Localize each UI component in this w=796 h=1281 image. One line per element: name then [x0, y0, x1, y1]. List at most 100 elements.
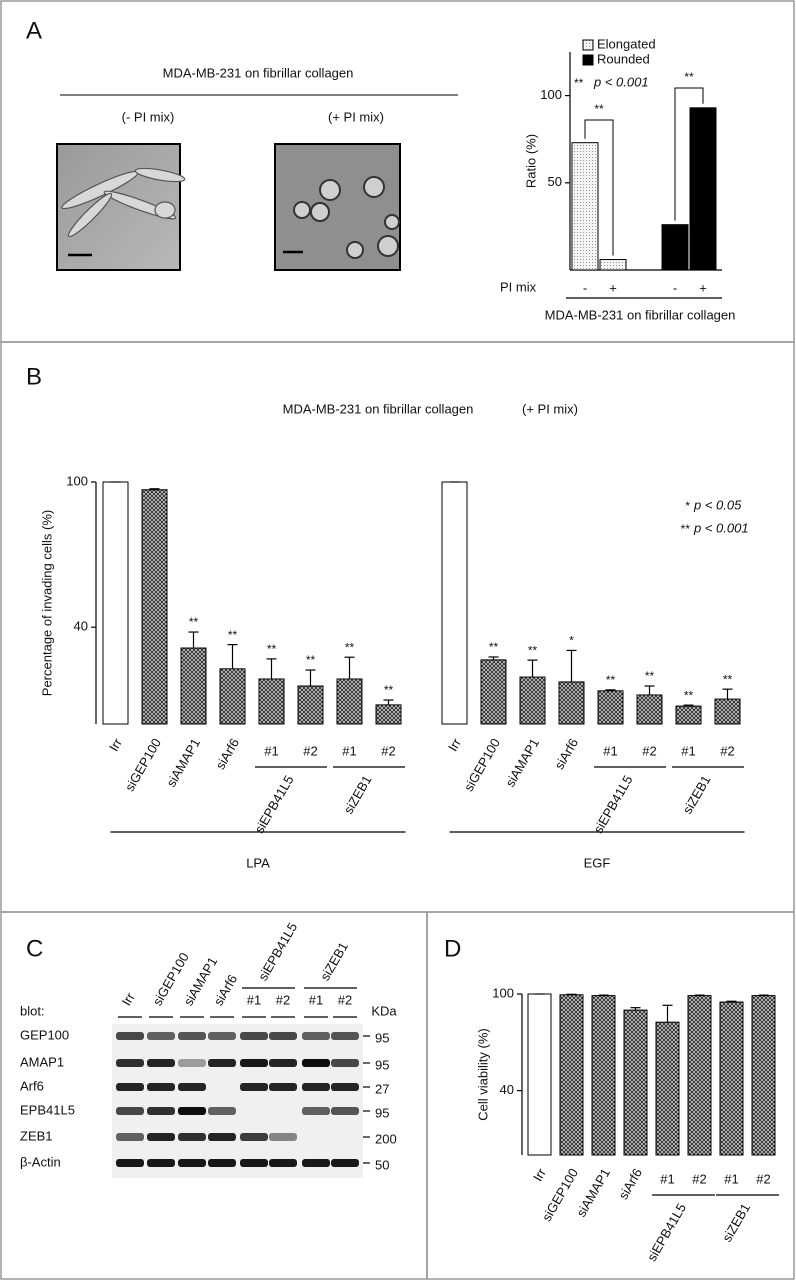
bar	[336, 678, 363, 725]
blot-band	[302, 1159, 330, 1167]
x-tick-label: Irr	[106, 735, 125, 754]
bar	[655, 1021, 680, 1156]
note-text: p < 0.05	[693, 497, 742, 512]
bar	[687, 995, 712, 1156]
y-tick-label: 50	[548, 174, 562, 189]
y-axis-label: Cell viability (%)	[475, 1028, 490, 1120]
x-tick-label: -	[673, 280, 677, 295]
note-text: p < 0.001	[593, 74, 649, 89]
lane-label: #2	[276, 992, 290, 1007]
blot-band	[208, 1032, 236, 1040]
bar	[375, 704, 402, 725]
bar	[527, 993, 552, 1156]
significance: **	[306, 653, 316, 667]
x-tick-label: +	[699, 280, 707, 295]
subgroup-label: siZEB1	[719, 1201, 753, 1245]
blot-band	[178, 1159, 206, 1167]
bar	[751, 995, 776, 1156]
micrograph	[274, 143, 401, 271]
bar	[661, 224, 689, 271]
y-axis-label: Ratio (%)	[523, 134, 538, 188]
significance-bracket	[584, 119, 614, 256]
note-stars: **	[574, 76, 584, 90]
subgroup-label: siEPB41L5	[251, 773, 296, 836]
lane-label: Irr	[119, 990, 138, 1009]
bar	[480, 659, 507, 725]
lane-group-label: siEPB41L5	[255, 920, 300, 983]
x-tick-label: #1	[342, 743, 356, 758]
protein-label: AMAP1	[20, 1054, 64, 1069]
x-tick-label: siArf6	[615, 1166, 645, 1202]
panel-label: C	[26, 935, 43, 962]
chart-title: MDA-MB-231 on fibrillar collagen	[283, 401, 474, 416]
x-tick-label: siAMAP1	[502, 736, 542, 790]
kda-label: 95	[375, 1057, 389, 1072]
note-stars: *	[685, 499, 690, 513]
bar	[441, 481, 468, 725]
panel-label: D	[444, 935, 461, 962]
x-tick-label: #2	[692, 1171, 706, 1186]
lane-label: #2	[338, 992, 352, 1007]
x-tick-label: #2	[381, 743, 395, 758]
blot-band	[269, 1159, 297, 1167]
x-tick-label: #1	[681, 743, 695, 758]
lane-label: #1	[309, 992, 323, 1007]
bar	[297, 685, 324, 725]
x-tick-label: Irr	[530, 1165, 549, 1184]
bar	[571, 142, 599, 271]
subgroup-label: siEPB41L5	[644, 1201, 689, 1264]
x-tick-label: siGEP100	[122, 736, 164, 794]
blot-band	[302, 1083, 330, 1091]
kda-label: 95	[375, 1030, 389, 1045]
blot-band	[116, 1133, 144, 1141]
protein-label: β-Actin	[20, 1154, 61, 1169]
legend-swatch	[582, 39, 594, 51]
protein-label: GEP100	[20, 1027, 69, 1042]
blot-band	[116, 1159, 144, 1167]
micrograph-title: MDA-MB-231 on fibrillar collagen	[163, 65, 354, 80]
blot-band	[208, 1107, 236, 1115]
blot-band	[178, 1059, 206, 1067]
bar	[219, 668, 246, 725]
blot-band	[147, 1107, 175, 1115]
blot-band	[147, 1133, 175, 1141]
blot-membrane	[112, 1024, 363, 1178]
x-tick-label: siAMAP1	[163, 736, 203, 790]
legend-swatch	[582, 54, 594, 66]
significance: **	[606, 673, 616, 687]
micrograph	[56, 143, 186, 271]
blot-band	[116, 1107, 144, 1115]
kda-label: 200	[375, 1131, 397, 1146]
significance: **	[189, 615, 199, 629]
bar	[689, 107, 717, 271]
lane-label: siArf6	[211, 972, 241, 1008]
bar	[180, 647, 207, 725]
blot-band	[240, 1159, 268, 1167]
subgroup-label: siZEB1	[680, 773, 714, 817]
blot-band	[147, 1032, 175, 1040]
x-tick-label: #1	[660, 1171, 674, 1186]
x-tick-label: #2	[720, 743, 734, 758]
blot-band	[178, 1133, 206, 1141]
y-tick-label: 40	[500, 1082, 514, 1097]
chart-subtitle: (+ PI mix)	[522, 401, 578, 416]
blot-band	[208, 1059, 236, 1067]
blot	[116, 1032, 359, 1167]
blot-band	[240, 1032, 268, 1040]
blot-band	[208, 1133, 236, 1141]
y-tick-label: 100	[66, 473, 88, 488]
bar	[719, 1001, 744, 1156]
x-tick-label: #1	[264, 743, 278, 758]
x-axis-label: PI mix	[500, 279, 537, 294]
y-tick-label: 40	[74, 619, 88, 634]
bar	[623, 1009, 648, 1156]
footnote: MDA-MB-231 on fibrillar collagen	[545, 307, 736, 322]
note-stars: **	[681, 522, 691, 536]
bar	[102, 481, 129, 725]
x-tick-label: Irr	[445, 735, 464, 754]
subgroup-label: siEPB41L5	[590, 773, 635, 836]
blot-band	[302, 1032, 330, 1040]
blot-band	[331, 1107, 359, 1115]
panel-label: B	[26, 363, 42, 390]
